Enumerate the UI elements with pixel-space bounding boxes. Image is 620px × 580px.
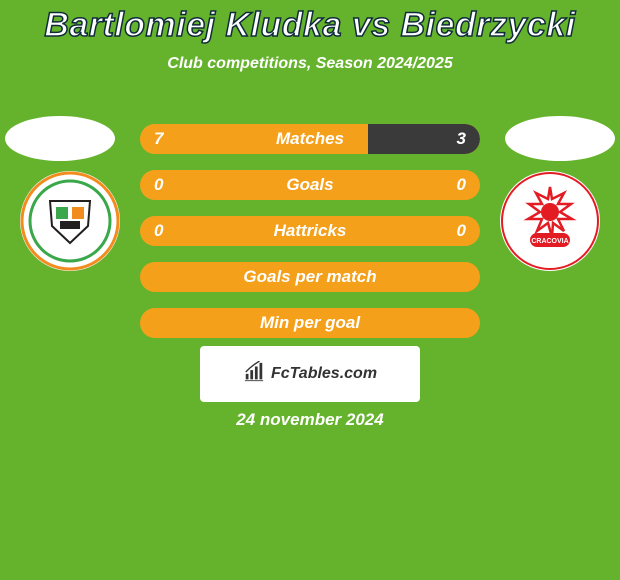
stat-bar: 0 Hattricks 0 <box>140 216 480 246</box>
bar-label: Matches <box>140 124 480 154</box>
team-badge-right: CRACOVIA <box>500 171 600 271</box>
footer-date: 24 november 2024 <box>0 410 620 430</box>
stat-bars: 7 Matches 3 0 Goals 0 0 Hattricks 0 Goal… <box>140 124 480 354</box>
subtitle: Club competitions, Season 2024/2025 <box>0 55 620 73</box>
stat-bar: Min per goal <box>140 308 480 338</box>
comparison-card: Bartlomiej Kludka vs Biedrzycki Club com… <box>0 0 620 580</box>
team-badge-left <box>20 171 120 271</box>
chart-icon <box>243 361 265 388</box>
bar-label: Goals <box>140 170 480 200</box>
bar-label: Hattricks <box>140 216 480 246</box>
bar-value-right: 0 <box>457 170 466 200</box>
player-oval-left <box>5 116 115 161</box>
stat-bar: 7 Matches 3 <box>140 124 480 154</box>
stat-bar: Goals per match <box>140 262 480 292</box>
bar-label: Goals per match <box>140 262 480 292</box>
bar-label: Min per goal <box>140 308 480 338</box>
page-title: Bartlomiej Kludka vs Biedrzycki <box>0 0 620 45</box>
stat-bar: 0 Goals 0 <box>140 170 480 200</box>
footer-brand-text: FcTables.com <box>271 365 377 383</box>
player-oval-right <box>505 116 615 161</box>
bar-value-right: 3 <box>457 124 466 154</box>
footer-brand-card: FcTables.com <box>200 346 420 402</box>
bar-value-right: 0 <box>457 216 466 246</box>
svg-text:CRACOVIA: CRACOVIA <box>531 238 568 245</box>
